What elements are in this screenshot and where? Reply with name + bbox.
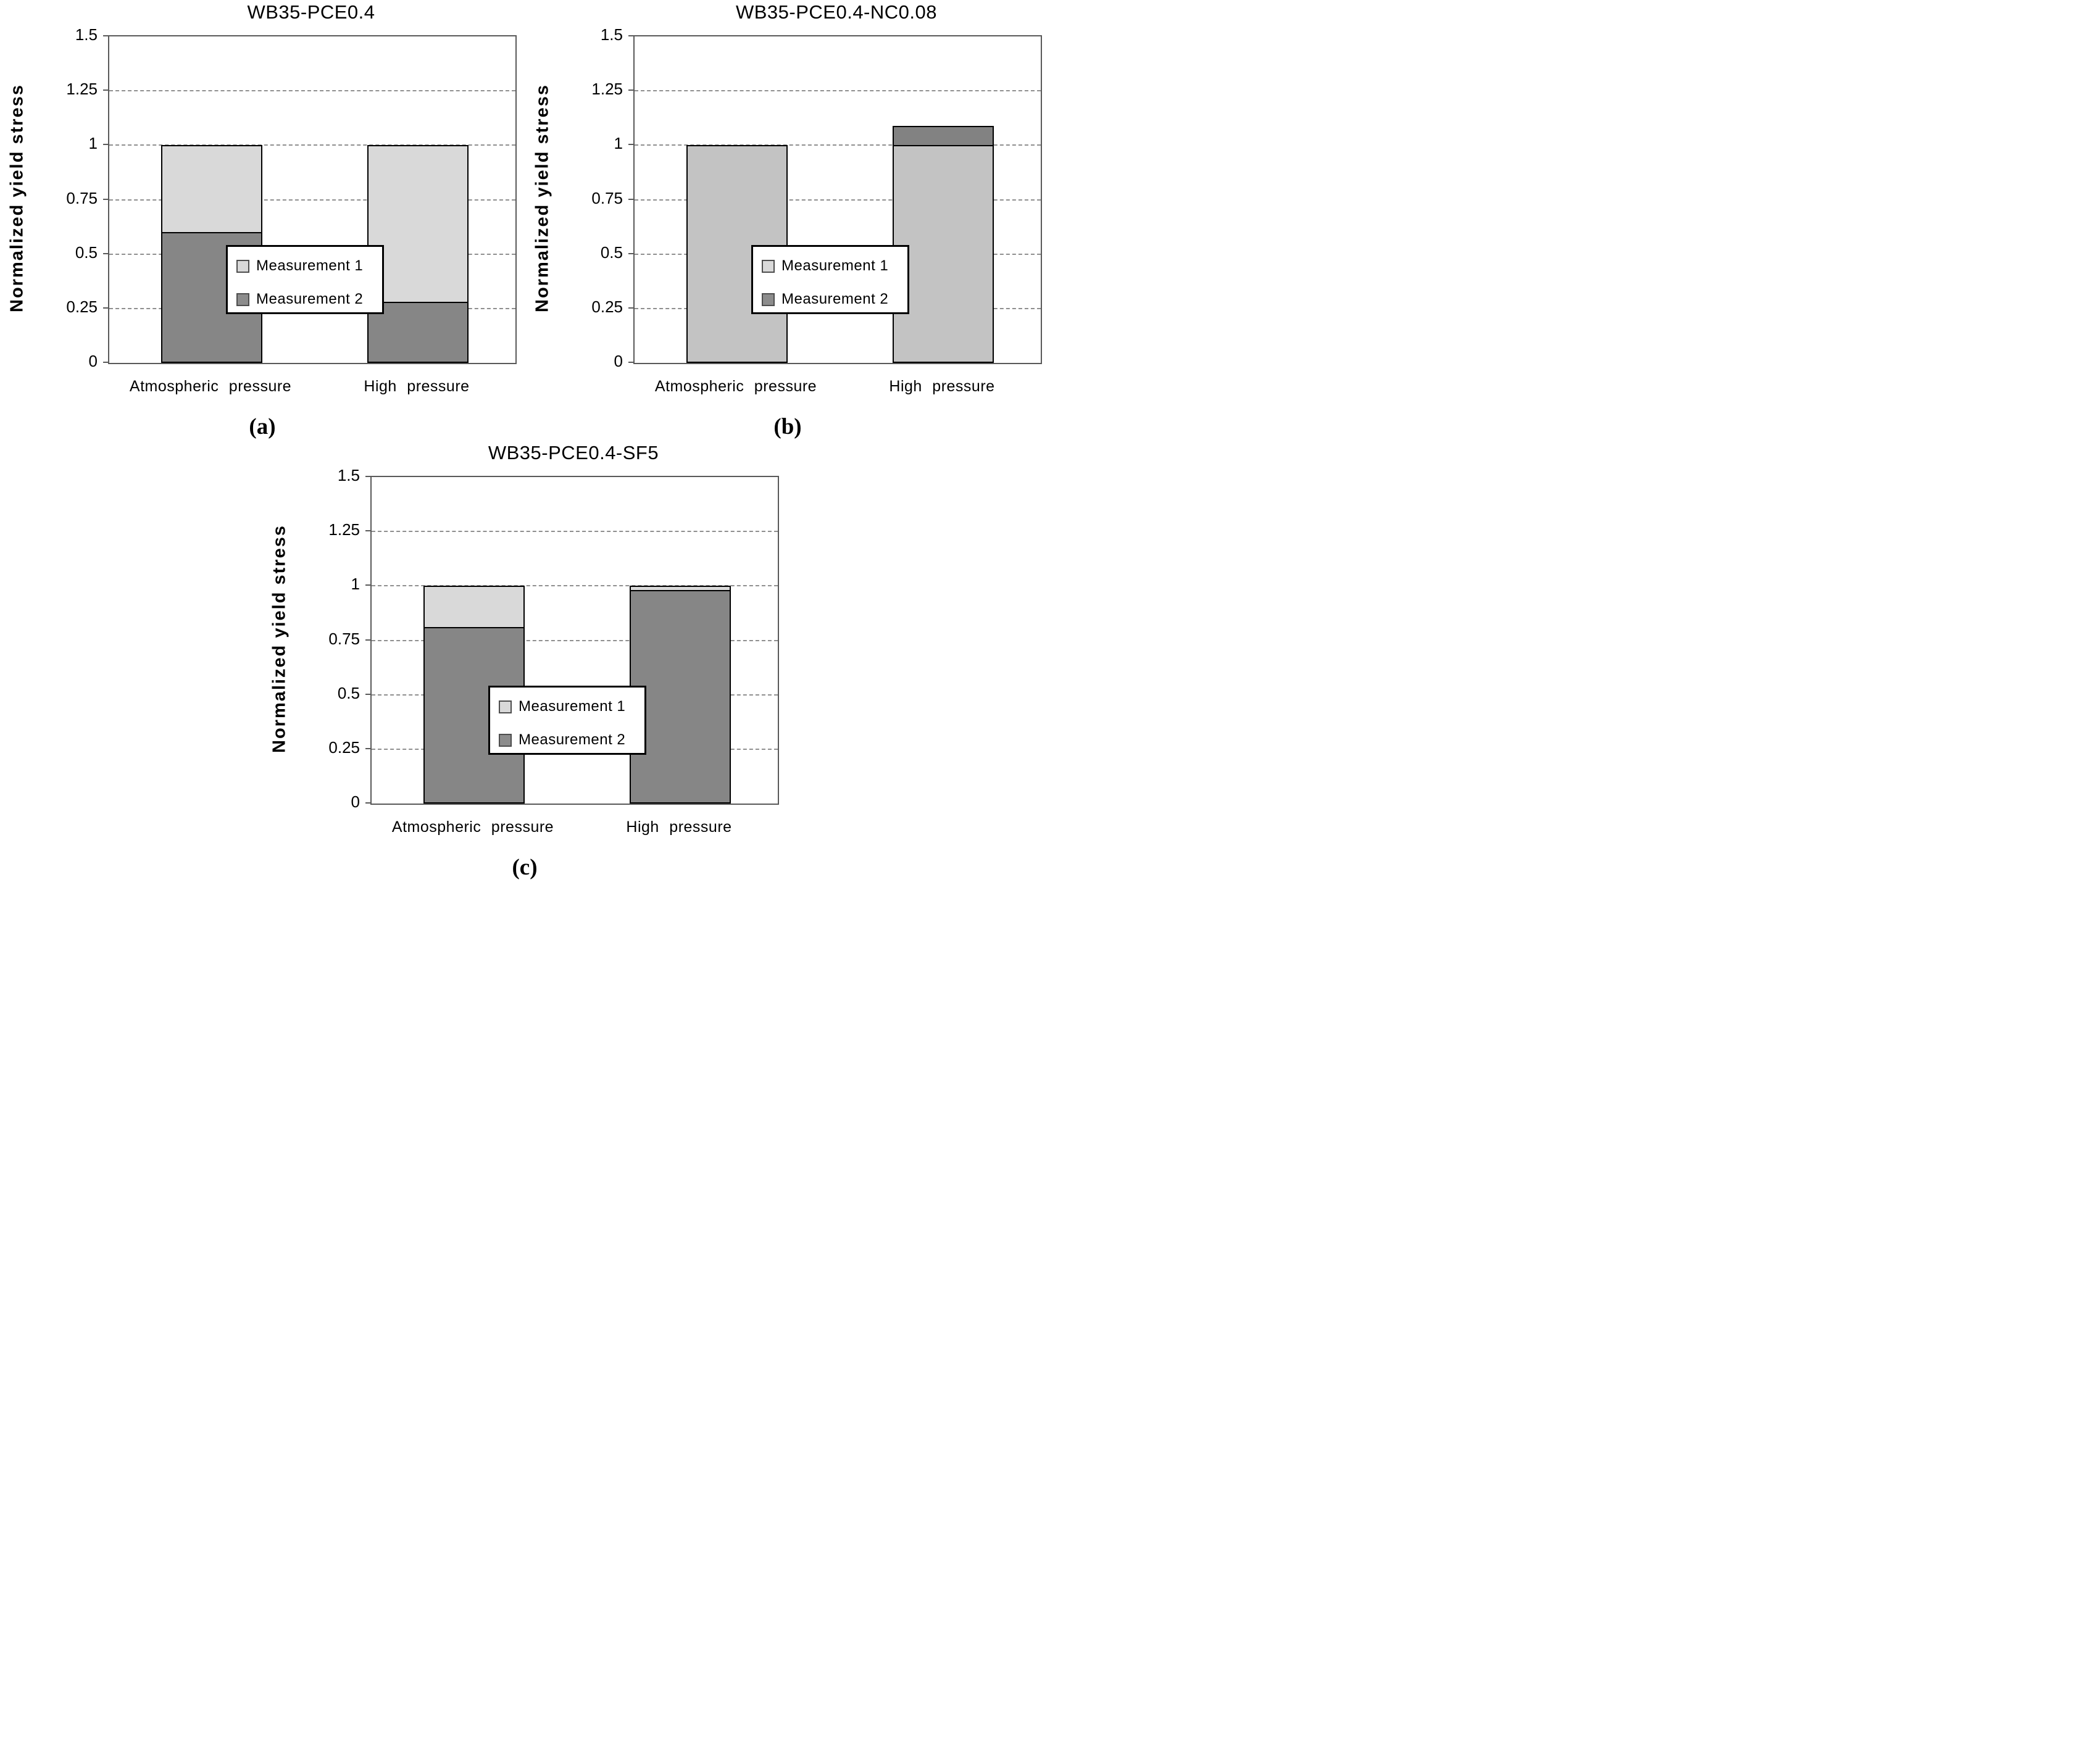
y-tick-label-0.5: 0.5 xyxy=(337,683,360,702)
legend-swatch-measurement-1 xyxy=(499,700,512,713)
gridline-0.75 xyxy=(372,639,778,641)
y-tick-mark xyxy=(103,198,109,200)
legend-item-measurement-2: Measurement 2 xyxy=(236,286,382,312)
legend: Measurement 1 Measurement 2 xyxy=(488,686,646,755)
y-tick-label-1.5: 1.5 xyxy=(337,466,360,484)
legend-label: Measurement 1 xyxy=(781,257,889,274)
gridline-0.75 xyxy=(635,199,1041,201)
x-category-label-high-pressure: High pressure xyxy=(626,818,732,836)
y-tick-mark xyxy=(103,362,109,363)
gridline-0.75 xyxy=(109,199,515,201)
chart-panel-b: WB35-PCE0.4-NC0.08 Normalized yield stre… xyxy=(525,0,1050,441)
y-tick-label-1.25: 1.25 xyxy=(66,80,98,99)
y-tick-mark xyxy=(365,584,371,586)
chart-title: WB35-PCE0.4-SF5 xyxy=(488,442,659,463)
legend-label: Measurement 2 xyxy=(256,291,364,307)
chart-panel-c: WB35-PCE0.4-SF5 Normalized yield stress … xyxy=(262,441,787,881)
y-tick-mark xyxy=(628,89,634,91)
legend-item-measurement-1: Measurement 1 xyxy=(499,694,644,720)
gridline-1 xyxy=(372,585,778,587)
legend: Measurement 1 Measurement 2 xyxy=(226,245,384,314)
y-tick-mark xyxy=(103,307,109,309)
legend-swatch-measurement-1 xyxy=(762,259,775,273)
y-tick-mark xyxy=(628,252,634,254)
y-tick-label-1.5: 1.5 xyxy=(75,25,98,44)
legend-item-measurement-1: Measurement 1 xyxy=(236,253,382,279)
y-tick-label-0: 0 xyxy=(351,792,360,811)
gridline-1 xyxy=(109,144,515,146)
legend-swatch-measurement-2 xyxy=(762,293,775,306)
y-tick-mark xyxy=(365,530,371,532)
panel-caption: (a) xyxy=(249,414,276,439)
legend: Measurement 1 Measurement 2 xyxy=(751,245,909,314)
legend-label: Measurement 1 xyxy=(256,257,364,274)
y-tick-label-1: 1 xyxy=(351,575,360,594)
legend-item-measurement-1: Measurement 1 xyxy=(762,253,907,279)
legend-swatch-measurement-2 xyxy=(499,733,512,747)
y-tick-mark xyxy=(365,747,371,749)
y-tick-mark xyxy=(628,35,634,36)
bar-measurement-1-high-pressure xyxy=(893,145,994,363)
y-tick-label-0.5: 0.5 xyxy=(75,243,98,262)
y-tick-mark xyxy=(103,252,109,254)
chart-panel-a: WB35-PCE0.4 Normalized yield stress Meas… xyxy=(0,0,525,441)
x-category-label-atmospheric: Atmospheric pressure xyxy=(654,378,817,395)
y-tick-label-0.5: 0.5 xyxy=(600,243,623,262)
y-tick-label-1: 1 xyxy=(88,134,98,153)
y-tick-mark xyxy=(365,693,371,695)
x-category-label-high-pressure: High pressure xyxy=(364,378,470,395)
y-tick-mark xyxy=(103,35,109,36)
x-category-label-atmospheric: Atmospheric pressure xyxy=(129,378,292,395)
legend-label: Measurement 2 xyxy=(519,731,626,748)
y-tick-mark xyxy=(365,802,371,804)
y-tick-label-0.25: 0.25 xyxy=(66,297,98,316)
plot-area: Measurement 1 Measurement 2 xyxy=(108,35,517,364)
gridline-1 xyxy=(635,144,1041,146)
y-tick-mark xyxy=(365,639,371,641)
y-tick-label-0.25: 0.25 xyxy=(591,297,623,316)
y-tick-mark xyxy=(365,476,371,477)
panel-caption: (b) xyxy=(773,414,802,439)
y-tick-label-0: 0 xyxy=(614,352,623,370)
x-category-label-atmospheric: Atmospheric pressure xyxy=(391,818,554,836)
gridline-1.25 xyxy=(635,90,1041,92)
legend-label: Measurement 1 xyxy=(519,698,626,715)
y-tick-mark xyxy=(628,362,634,363)
plot-area: Measurement 1 Measurement 2 xyxy=(370,476,779,805)
y-tick-mark xyxy=(628,198,634,200)
y-tick-label-1.25: 1.25 xyxy=(328,520,360,539)
y-tick-label-0: 0 xyxy=(88,352,98,370)
y-tick-label-0.75: 0.75 xyxy=(591,188,623,207)
y-tick-mark xyxy=(628,144,634,146)
legend-label: Measurement 2 xyxy=(781,291,889,307)
y-tick-label-0.75: 0.75 xyxy=(328,629,360,648)
y-tick-label-1: 1 xyxy=(614,134,623,153)
gridline-1.25 xyxy=(109,90,515,92)
plot-area: Measurement 1 Measurement 2 xyxy=(633,35,1042,364)
y-tick-mark xyxy=(103,89,109,91)
panel-caption: (c) xyxy=(512,855,538,880)
legend-swatch-measurement-2 xyxy=(236,293,249,306)
bar-measurement-2-high-pressure xyxy=(367,302,469,363)
y-tick-mark xyxy=(103,144,109,146)
x-category-label-high-pressure: High pressure xyxy=(889,378,995,395)
y-tick-label-1.25: 1.25 xyxy=(591,80,623,99)
legend-item-measurement-2: Measurement 2 xyxy=(762,286,907,312)
y-tick-label-0.75: 0.75 xyxy=(66,188,98,207)
chart-title: WB35-PCE0.4-NC0.08 xyxy=(735,1,937,23)
chart-title: WB35-PCE0.4 xyxy=(247,1,375,23)
y-tick-label-0.25: 0.25 xyxy=(328,738,360,757)
bar-measurement-2-high-pressure xyxy=(630,590,731,804)
gridline-1.25 xyxy=(372,531,778,533)
legend-swatch-measurement-1 xyxy=(236,259,249,273)
legend-item-measurement-2: Measurement 2 xyxy=(499,727,644,753)
y-tick-mark xyxy=(628,307,634,309)
y-tick-label-1.5: 1.5 xyxy=(600,25,623,44)
